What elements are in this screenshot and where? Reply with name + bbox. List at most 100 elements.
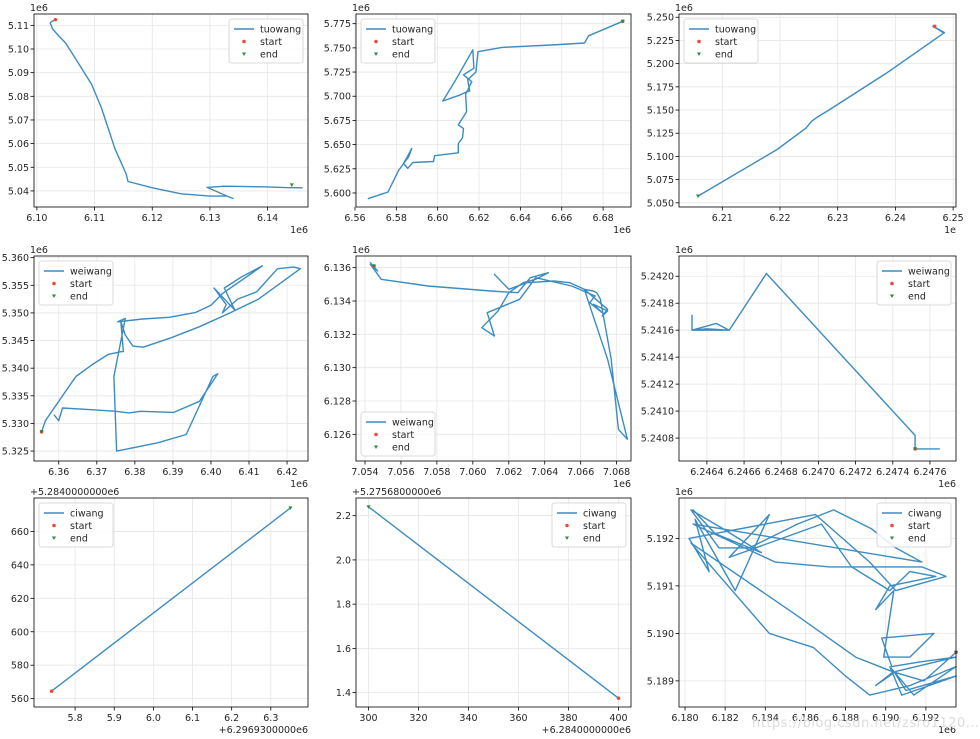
x-tick-label: 6.0 <box>146 713 161 724</box>
x-tick-label: 6.37 <box>86 467 107 478</box>
y-tick-label: 5.2408 <box>641 434 674 445</box>
x-tick-label: 6.184 <box>752 713 779 724</box>
y-tick-label: 5.650 <box>324 140 351 151</box>
y-offset-label: 1e6 <box>352 245 370 256</box>
track-line <box>697 25 946 197</box>
x-tick-label: 380 <box>559 713 577 724</box>
y-tick-label: 5.355 <box>2 281 29 292</box>
x-tick-label: 6.62 <box>468 213 489 224</box>
x-tick-label: 7.060 <box>459 467 486 478</box>
y-tick-label: 580 <box>11 661 29 672</box>
legend-start-swatch <box>565 523 569 528</box>
y-tick-label: 5.189 <box>647 676 674 687</box>
legend-end-swatch <box>52 294 56 298</box>
legend-start-swatch <box>697 39 701 44</box>
legend-start-swatch <box>890 281 894 286</box>
x-tick-label: 6.2466 <box>727 467 760 478</box>
x-tick-label: 6.58 <box>386 213 407 224</box>
y-tick-label: 5.192 <box>647 534 674 545</box>
legend-series-label: ciwang <box>583 509 617 520</box>
legend-start-label: start <box>392 430 414 441</box>
x-tick-label: 6.13 <box>199 213 220 224</box>
legend-end-swatch <box>565 536 569 540</box>
track-line <box>367 506 620 699</box>
legend-end-swatch <box>890 536 894 540</box>
y-tick-label: 6.136 <box>324 263 351 274</box>
legend-end-swatch <box>242 52 246 56</box>
x-tick-label: 6.188 <box>832 713 859 724</box>
x-tick-label: 6.2468 <box>765 467 798 478</box>
y-tick-label: 5.08 <box>8 92 29 103</box>
x-tick-label: 6.56 <box>344 213 365 224</box>
y-tick-label: 5.340 <box>2 364 29 375</box>
x-tick-label: 5.9 <box>107 713 122 724</box>
legend-end-label: end <box>260 50 278 61</box>
track-line <box>49 19 303 200</box>
legend-end-label: end <box>908 534 926 545</box>
x-tick-label: 6.3 <box>263 713 278 724</box>
x-tick-label: 5.8 <box>68 713 83 724</box>
start-marker <box>616 696 621 700</box>
legend-box <box>683 18 759 64</box>
subplot-9: 6.180 6.182 6.184 6.186 6.188 6.190 6.192 5.189… <box>647 487 958 736</box>
legend-start-label: start <box>70 279 92 290</box>
legend-box <box>551 502 627 548</box>
subplot-4: 6.36 6.37 6.38 6.39 6.40 6.41 6.42 5.325 5.330 5.… <box>2 245 309 490</box>
legend-start-swatch <box>374 432 378 437</box>
y-tick-label: 5.06 <box>8 139 29 150</box>
x-tick-label: 320 <box>409 713 427 724</box>
end-marker <box>288 506 293 511</box>
y-tick-label: 6.130 <box>324 363 351 374</box>
legend-box <box>360 18 436 64</box>
x-tick-label: 6.38 <box>124 467 145 478</box>
x-offset-label: 1e <box>944 225 956 236</box>
x-tick-label: 6.10 <box>26 213 47 224</box>
x-tick-label: 7.062 <box>495 467 522 478</box>
legend-start-label: start <box>715 37 737 48</box>
y-offset-label: +5.2756800000e6 <box>352 487 441 498</box>
x-tick-label: 6.41 <box>238 467 259 478</box>
x-offset-label: 1e6 <box>938 479 956 490</box>
legend-start-swatch <box>52 281 56 286</box>
x-tick-label: 6.21 <box>712 213 733 224</box>
track-line <box>367 20 624 200</box>
legend-start-swatch <box>890 523 894 528</box>
legend-end-label: end <box>392 50 410 61</box>
end-marker <box>620 19 625 24</box>
x-tick-label: 6.40 <box>200 467 221 478</box>
subplot-6: 6.2464 6.2466 6.2468 6.2470 6.2472 6.2474 6.24… <box>641 245 957 490</box>
x-tick-label: 7.054 <box>351 467 378 478</box>
start-marker <box>932 24 937 29</box>
track-line <box>691 272 940 450</box>
x-tick-label: 6.60 <box>427 213 448 224</box>
x-tick-label: 400 <box>609 713 627 724</box>
y-offset-label: 1e6 <box>352 3 370 14</box>
y-tick-label: 5.2420 <box>641 272 674 283</box>
y-tick-label: 5.335 <box>2 391 29 402</box>
x-tick-label: 6.39 <box>162 467 183 478</box>
y-tick-label: 5.330 <box>2 419 29 430</box>
y-tick-label: 5.250 <box>647 13 674 24</box>
y-tick-label: 5.150 <box>647 106 674 117</box>
y-tick-label: 640 <box>11 560 29 571</box>
end-marker <box>289 183 294 188</box>
y-tick-label: 5.750 <box>324 43 351 54</box>
y-tick-label: 6.128 <box>324 397 351 408</box>
legend-start-swatch <box>52 523 56 528</box>
y-tick-label: 5.350 <box>2 308 29 319</box>
legend-series-label: tuowang <box>260 25 301 36</box>
x-tick-label: 6.2476 <box>913 467 946 478</box>
y-tick-label: 6.132 <box>324 330 351 341</box>
track-line <box>688 509 957 696</box>
legend-end-label: end <box>908 292 926 303</box>
x-tick-label: 6.24 <box>885 213 906 224</box>
x-tick-label: 6.180 <box>671 713 698 724</box>
axes-frame <box>355 13 632 208</box>
subplot-8: 300 320 340 360 380 400 1.4 1.6 1.8 2.0 2.2 +6.2840… <box>336 487 632 736</box>
x-tick-label: 6.23 <box>827 213 848 224</box>
y-tick-label: 6.126 <box>324 430 351 441</box>
